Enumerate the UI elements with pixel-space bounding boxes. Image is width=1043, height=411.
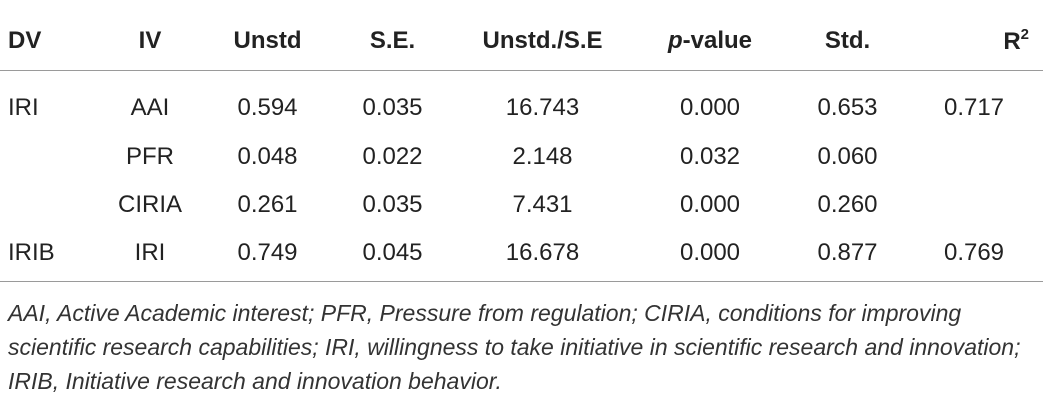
cell-p: 0.000 [679, 94, 741, 121]
cell-iv: AAI [130, 94, 170, 121]
table-footnote: AAI, Active Academic interest; PFR, Pres… [8, 300, 1021, 394]
header-p-rest: -value [682, 27, 753, 54]
cell-r2: 0.769 [905, 229, 1043, 282]
cell-r2: 0.717 [943, 94, 1005, 121]
cell-dv [0, 181, 95, 229]
cell-unstd-se: 2.148 [512, 143, 573, 170]
header-r2-base: R [1003, 28, 1021, 55]
header-r2: R2 [905, 12, 1043, 71]
table-row: CIRIA 0.261 0.035 7.431 0.000 0.260 [0, 181, 1043, 229]
cell-unstd: 0.261 [237, 191, 298, 218]
header-dv: DV [0, 12, 95, 71]
cell-std: 0.877 [790, 229, 905, 282]
header-unstd-se: Unstd./S.E [455, 12, 630, 71]
cell-std: 0.260 [817, 191, 878, 218]
table-row: PFR 0.048 0.022 2.148 0.032 0.060 [0, 133, 1043, 181]
cell-se: 0.022 [362, 143, 423, 170]
table-row: IRI AAI 0.594 0.035 16.743 0.000 0.653 0… [0, 71, 1043, 134]
header-row: DV IV Unstd S.E. Unstd./S.E p-value Std.… [0, 12, 1043, 71]
cell-iv: PFR [126, 143, 174, 170]
cell-std: 0.060 [817, 143, 878, 170]
cell-unstd: 0.594 [237, 94, 298, 121]
cell-se: 0.035 [362, 94, 423, 121]
cell-dv [0, 133, 95, 181]
header-unstd: Unstd [205, 12, 330, 71]
cell-unstd-se: 16.743 [505, 94, 580, 121]
cell-dv: IRI [8, 94, 39, 121]
header-p-italic: p [667, 27, 683, 54]
cell-unstd: 0.048 [237, 143, 298, 170]
cell-p: 0.000 [630, 229, 790, 282]
cell-se: 0.045 [330, 229, 455, 282]
header-iv: IV [95, 12, 205, 71]
cell-unstd-se: 7.431 [512, 191, 573, 218]
header-p-value: p-value [630, 12, 790, 71]
cell-std: 0.653 [817, 94, 878, 121]
cell-unstd-se: 16.678 [455, 229, 630, 282]
regression-table: DV IV Unstd S.E. Unstd./S.E p-value Std.… [0, 12, 1043, 282]
header-std: Std. [790, 12, 905, 71]
cell-p: 0.000 [679, 191, 741, 218]
cell-r2 [905, 133, 1043, 181]
cell-p: 0.032 [679, 143, 741, 170]
cell-dv: IRIB [0, 229, 95, 282]
header-r2-sup: 2 [1020, 26, 1029, 43]
cell-iv: IRI [95, 229, 205, 282]
cell-iv: CIRIA [117, 191, 182, 218]
table-row: IRIB IRI 0.749 0.045 16.678 0.000 0.877 … [0, 229, 1043, 282]
cell-r2 [905, 181, 1043, 229]
cell-unstd: 0.749 [205, 229, 330, 282]
header-se: S.E. [330, 12, 455, 71]
cell-se: 0.035 [362, 191, 423, 218]
